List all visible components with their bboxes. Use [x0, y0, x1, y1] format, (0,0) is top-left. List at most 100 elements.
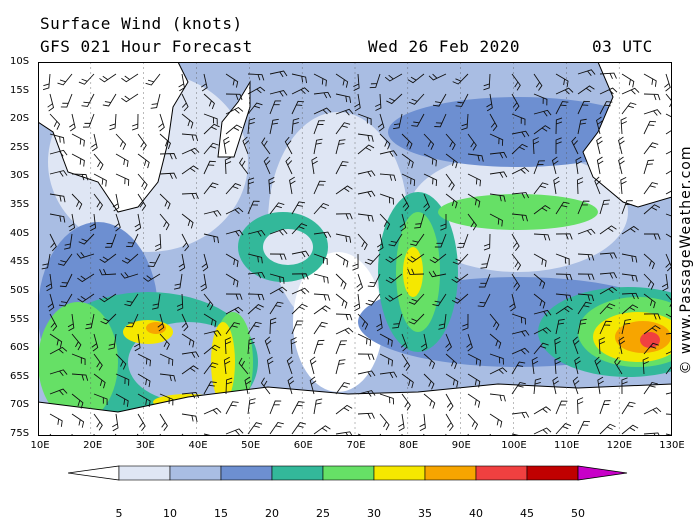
wind-barb — [467, 213, 477, 231]
wind-barb — [137, 133, 147, 151]
wind-barb — [379, 393, 395, 405]
wind-barb — [401, 193, 410, 212]
wind-barb — [159, 413, 168, 431]
wind-barb — [661, 273, 669, 292]
wind-barb — [173, 273, 183, 290]
wind-barb — [379, 333, 393, 347]
wind-barb — [533, 309, 552, 317]
latitude-label: 45S — [10, 256, 30, 268]
wind-barb — [57, 253, 73, 266]
storm-zone — [640, 332, 660, 348]
wind-barb — [335, 161, 349, 175]
wind-barb — [115, 393, 129, 407]
wind-barb — [313, 120, 325, 135]
wind-barb — [643, 120, 657, 135]
wind-barb — [225, 93, 243, 101]
wind-barb — [309, 376, 317, 395]
wind-barb — [247, 398, 256, 415]
wind-barb — [313, 231, 332, 239]
wind-barb — [313, 339, 325, 355]
wind-barb — [93, 193, 104, 211]
wind-barb — [181, 113, 194, 129]
wind-barb — [290, 337, 297, 355]
wind-barb — [533, 406, 552, 415]
longitude-label: 50E — [241, 440, 261, 451]
wind-barb — [115, 153, 129, 168]
wind-barb — [445, 333, 452, 352]
wind-barb — [269, 317, 277, 335]
wind-barb — [401, 173, 416, 187]
wind-barb — [335, 404, 353, 415]
wind-barb — [49, 369, 68, 377]
wind-barb — [261, 137, 271, 155]
wind-barb — [599, 87, 618, 95]
wind-barb — [289, 176, 296, 195]
wind-barb — [461, 113, 469, 131]
longitude-label: 110E — [553, 440, 580, 451]
wind-barb — [462, 313, 469, 331]
wind-barb — [555, 73, 569, 88]
wind-barb — [335, 93, 352, 103]
wind-barb — [467, 153, 484, 162]
wind-barb — [438, 313, 447, 330]
wind-barb — [597, 376, 604, 395]
wind-barb — [555, 87, 574, 95]
wind-barb — [665, 169, 672, 175]
wind-barb — [105, 233, 117, 248]
wind-barb — [599, 225, 617, 235]
longitude-label: 40E — [188, 440, 208, 451]
wind-barb — [313, 425, 331, 435]
wind-barb — [483, 73, 491, 91]
wind-barb — [434, 233, 447, 248]
wind-barb — [357, 113, 372, 125]
wind-barb — [407, 253, 425, 263]
wind-barb — [577, 85, 595, 95]
wind-barb — [313, 91, 332, 99]
wind-barb — [401, 153, 414, 169]
longitude-label: 90E — [451, 440, 471, 451]
wind-barb — [203, 381, 217, 395]
wind-barb — [643, 159, 655, 175]
wind-barb — [269, 286, 288, 295]
wind-barb — [618, 156, 625, 175]
wind-barb — [181, 133, 199, 142]
wind-barb — [643, 325, 661, 335]
legend-label: 20 — [265, 507, 279, 520]
wind-barb — [489, 213, 503, 227]
wind-barb — [511, 273, 521, 291]
wind-barb — [91, 333, 99, 352]
wind-barb — [181, 413, 198, 423]
wind-barb — [533, 182, 549, 195]
wind-barb — [291, 201, 306, 215]
wind-barb — [42, 73, 51, 91]
wind-barb — [511, 411, 530, 419]
map-title: Surface Wind (knots) — [40, 14, 243, 33]
wind-barb — [93, 373, 106, 389]
wind-barb — [489, 133, 504, 146]
wind-barb — [77, 273, 95, 283]
wind-barb — [225, 322, 241, 335]
longitude-label: 30E — [135, 440, 155, 451]
wind-barb — [354, 93, 361, 112]
wind-barb — [134, 333, 141, 352]
wind-barb — [643, 293, 656, 309]
wind-barb — [225, 428, 244, 436]
wind-barb — [150, 93, 161, 109]
wind-barb — [178, 73, 185, 92]
wind-barb — [121, 93, 139, 103]
wind-barb — [225, 106, 244, 115]
wind-barb — [555, 101, 569, 115]
wind-barb — [269, 228, 288, 236]
wind-barb — [555, 201, 570, 215]
wind-barb — [664, 73, 671, 92]
wind-barb — [109, 113, 117, 131]
wind-barb — [357, 390, 376, 397]
wind-barb — [71, 353, 86, 366]
wind-barb — [57, 73, 73, 86]
wind-barb — [554, 336, 561, 355]
wind-barb — [49, 333, 63, 348]
wind-barb — [577, 420, 590, 435]
wind-barb — [620, 117, 627, 135]
forecast-time: 03 UTC — [592, 37, 653, 56]
wind-barb — [621, 318, 632, 335]
